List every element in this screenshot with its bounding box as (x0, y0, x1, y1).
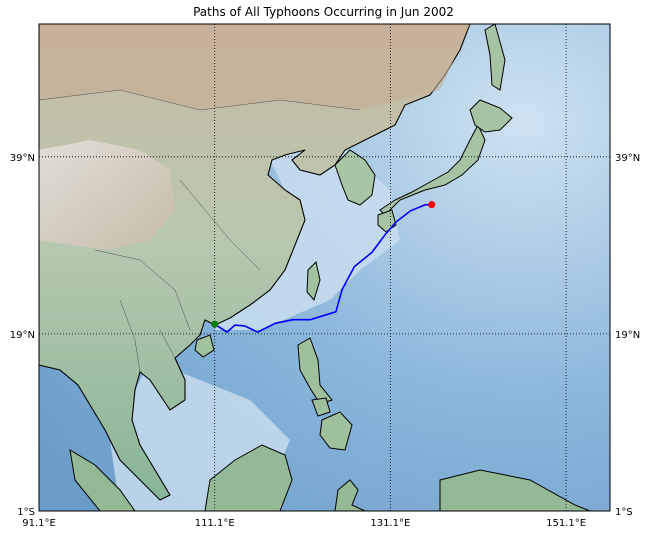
asia-mainland (39, 24, 471, 501)
country-borders (39, 89, 361, 373)
sumatra (69, 449, 136, 511)
map-frame (38, 23, 611, 512)
graticule (39, 24, 610, 511)
sulawesi (334, 479, 366, 511)
plateau (39, 140, 175, 250)
japan-hokkaido (469, 99, 513, 133)
philippines-luzon (297, 337, 333, 405)
philippines-visayas (311, 397, 331, 417)
hainan (194, 334, 215, 358)
northern-highlands (39, 24, 470, 110)
lat-label-left-0: 1°S (17, 507, 35, 518)
lon-label-2: 131.1°E (370, 518, 410, 529)
sakhalin (484, 24, 506, 91)
lon-label-1: 111.1°E (195, 518, 235, 529)
typhoon-tracks (211, 201, 436, 334)
japan-honshu (379, 123, 486, 216)
track-start-marker-0 (211, 320, 219, 328)
lat-label-right-1: 19°N (615, 330, 640, 341)
lon-label-3: 151.1°E (546, 518, 586, 529)
lat-label-left-1: 19°N (10, 330, 35, 341)
lon-label-0: 91.1°E (22, 518, 56, 529)
borneo (204, 444, 293, 511)
map-title: Paths of All Typhoons Occurring in Jun 2… (193, 5, 454, 19)
new-guinea (439, 469, 591, 511)
lat-label-left-2: 39°N (10, 153, 35, 164)
lat-label-right-0: 1°S (615, 507, 633, 518)
axis-labels: 1°S 1°S 19°N 19°N 39°N 39°N 91.1°E 111.1°E 131.1… (10, 153, 640, 529)
taiwan (306, 261, 321, 302)
philippines-mindanao (319, 411, 353, 451)
lat-label-right-2: 39°N (615, 153, 640, 164)
korea-peninsula (334, 149, 376, 206)
track-end-marker-0 (428, 201, 436, 209)
typhoon-track-0 (214, 203, 432, 334)
